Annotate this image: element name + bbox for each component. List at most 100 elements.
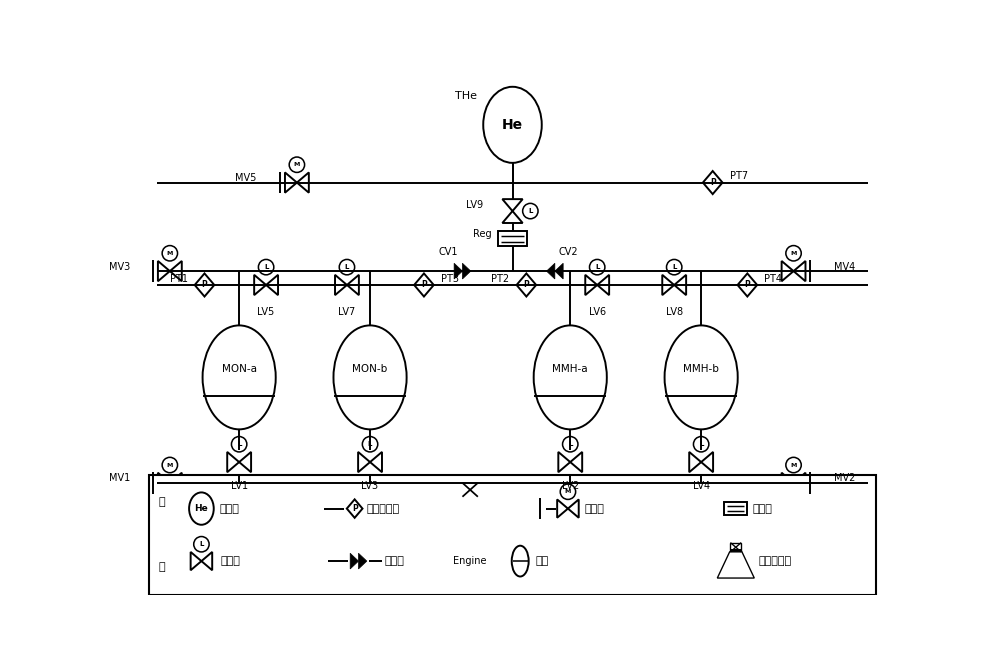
Text: 加排阀: 加排阀 — [585, 504, 605, 514]
Text: L: L — [368, 442, 372, 448]
Text: THe: THe — [455, 91, 477, 101]
Polygon shape — [547, 263, 555, 279]
Text: 图: 图 — [158, 498, 165, 508]
Text: M: M — [167, 462, 173, 468]
Text: He: He — [195, 504, 208, 513]
Text: L: L — [528, 208, 533, 214]
Circle shape — [339, 259, 355, 275]
Circle shape — [162, 246, 178, 261]
Ellipse shape — [665, 325, 738, 430]
Bar — [466, 497, 475, 506]
Text: L: L — [264, 264, 268, 270]
Polygon shape — [738, 273, 757, 297]
Text: 自锁阀: 自锁阀 — [221, 556, 241, 566]
Circle shape — [560, 484, 576, 500]
Polygon shape — [462, 263, 471, 279]
Text: M: M — [790, 462, 797, 468]
Text: He: He — [502, 118, 523, 132]
Text: P: P — [352, 504, 358, 513]
Polygon shape — [266, 275, 278, 295]
Circle shape — [231, 436, 247, 452]
Circle shape — [362, 436, 378, 452]
Polygon shape — [347, 275, 359, 295]
Text: P: P — [744, 281, 750, 289]
Polygon shape — [555, 263, 563, 279]
Text: LV7: LV7 — [338, 307, 356, 317]
Ellipse shape — [534, 325, 607, 430]
Polygon shape — [570, 452, 582, 472]
Polygon shape — [170, 473, 182, 493]
Polygon shape — [158, 473, 170, 493]
Polygon shape — [170, 261, 182, 281]
Text: 压力传感器: 压力传感器 — [367, 504, 400, 514]
Text: PT3: PT3 — [441, 274, 459, 284]
Text: MV4: MV4 — [834, 261, 855, 271]
Text: MV1: MV1 — [109, 473, 130, 483]
Polygon shape — [794, 261, 805, 281]
Bar — [462, 492, 478, 497]
Text: Reg: Reg — [473, 229, 492, 239]
Polygon shape — [597, 275, 609, 295]
Polygon shape — [454, 263, 462, 279]
Polygon shape — [701, 452, 713, 472]
Bar — [149, 475, 876, 595]
Polygon shape — [782, 473, 794, 493]
Polygon shape — [201, 552, 212, 570]
Text: L: L — [568, 442, 572, 448]
Ellipse shape — [483, 87, 542, 163]
Text: M: M — [167, 250, 173, 256]
Ellipse shape — [189, 492, 214, 525]
Text: LV4: LV4 — [693, 482, 710, 492]
Text: L: L — [699, 442, 703, 448]
Text: PT7: PT7 — [730, 172, 748, 182]
Text: LV5: LV5 — [257, 307, 275, 317]
Polygon shape — [557, 500, 568, 518]
Circle shape — [666, 259, 682, 275]
Text: MON-b: MON-b — [352, 364, 388, 374]
Text: CV2: CV2 — [559, 247, 579, 257]
Circle shape — [563, 436, 578, 452]
Text: L: L — [345, 264, 349, 270]
Text: 氦气瓶: 氦气瓶 — [219, 504, 239, 514]
Text: P: P — [710, 178, 716, 187]
Text: LV1: LV1 — [231, 482, 248, 492]
Text: MMH-a: MMH-a — [552, 364, 588, 374]
Ellipse shape — [333, 325, 407, 430]
Text: P: P — [523, 281, 529, 289]
Text: 减压器: 减压器 — [753, 504, 773, 514]
Polygon shape — [297, 172, 309, 192]
Text: 贮箱: 贮箱 — [536, 556, 549, 566]
Polygon shape — [370, 452, 382, 472]
Text: LV3: LV3 — [361, 482, 379, 492]
Text: MV3: MV3 — [109, 261, 130, 271]
Text: Engine: Engine — [453, 556, 487, 566]
Bar — [462, 483, 478, 497]
Text: 轨控发动机: 轨控发动机 — [759, 556, 792, 566]
Circle shape — [786, 246, 801, 261]
Text: CV1: CV1 — [439, 247, 458, 257]
Polygon shape — [195, 273, 214, 297]
Polygon shape — [517, 273, 536, 297]
Text: L: L — [595, 264, 599, 270]
Text: M: M — [790, 250, 797, 256]
Polygon shape — [358, 452, 370, 472]
Text: L: L — [199, 541, 204, 547]
Polygon shape — [558, 452, 570, 472]
Text: PT2: PT2 — [491, 274, 509, 284]
Text: M: M — [565, 489, 571, 494]
Polygon shape — [347, 500, 363, 518]
Polygon shape — [454, 506, 486, 547]
Text: 例: 例 — [158, 562, 165, 572]
Text: L: L — [672, 264, 676, 270]
Polygon shape — [703, 171, 723, 194]
Circle shape — [289, 157, 305, 172]
Text: MV5: MV5 — [235, 173, 257, 183]
Text: MON-a: MON-a — [222, 364, 257, 374]
Polygon shape — [717, 552, 754, 578]
Polygon shape — [414, 273, 434, 297]
Text: LV6: LV6 — [589, 307, 606, 317]
Ellipse shape — [203, 325, 276, 430]
Polygon shape — [358, 553, 367, 569]
Text: MMH-b: MMH-b — [683, 364, 719, 374]
Circle shape — [693, 436, 709, 452]
